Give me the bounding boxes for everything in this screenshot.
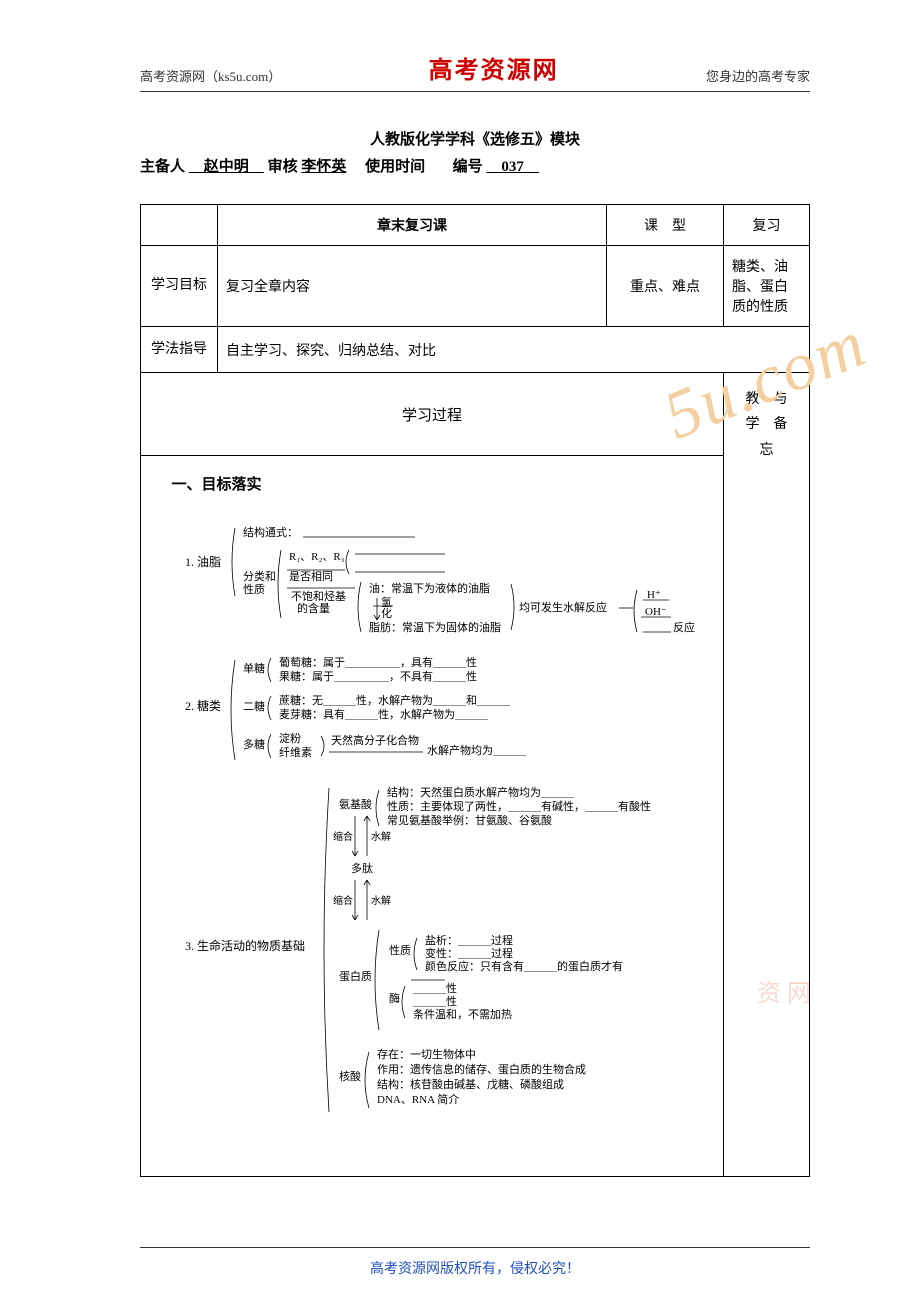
doc-title: 人教版化学学科《选修五》模块 bbox=[140, 128, 810, 149]
svg-text:蔗糖：无＿＿＿性，水解产物为＿＿＿和＿＿＿: 蔗糖：无＿＿＿性，水解产物为＿＿＿和＿＿＿ bbox=[279, 693, 510, 707]
svg-text:天然高分子化合物: 天然高分子化合物 bbox=[331, 733, 419, 747]
svg-text:结构：天然蛋白质水解产物均为＿＿＿: 结构：天然蛋白质水解产物均为＿＿＿ bbox=[387, 785, 574, 799]
svg-text:条件温和，不需加热: 条件温和，不需加热 bbox=[413, 1007, 512, 1021]
process-label: 学习过程 bbox=[402, 408, 462, 424]
page-header: 高考资源网（ks5u.com） 高考资源网 您身边的高考专家 bbox=[140, 50, 810, 92]
side-2: 与 bbox=[774, 392, 788, 407]
label-prep: 主备人 bbox=[140, 159, 185, 175]
svg-text:颜色反应：只有含有＿＿＿的蛋白质才有: 颜色反应：只有含有＿＿＿的蛋白质才有 bbox=[425, 959, 623, 973]
svg-text:3. 生命活动的物质基础: 3. 生命活动的物质基础 bbox=[185, 938, 305, 953]
svg-text:多肽: 多肽 bbox=[351, 861, 373, 875]
svg-text:多糖: 多糖 bbox=[243, 737, 265, 751]
svg-text:的含量: 的含量 bbox=[297, 601, 330, 615]
svg-text:酶: 酶 bbox=[389, 992, 400, 1005]
svg-text:反应: 反应 bbox=[673, 620, 695, 634]
cell-process: 学习过程 bbox=[141, 373, 724, 456]
svg-text:是否相同: 是否相同 bbox=[289, 570, 333, 583]
cell-r2c2: 复习全章内容 bbox=[218, 246, 607, 327]
val-no: 037 bbox=[486, 155, 539, 176]
svg-text:结构通式：: 结构通式： bbox=[243, 525, 298, 539]
svg-text:性质: 性质 bbox=[243, 582, 265, 596]
cell-r2c3: 重点、难点 bbox=[607, 246, 724, 327]
label-review: 审核 bbox=[268, 159, 298, 175]
svg-text:作用：遗传信息的储存、蛋白质的生物合成: 作用：遗传信息的储存、蛋白质的生物合成 bbox=[377, 1062, 586, 1076]
label-time: 使用时间 bbox=[365, 159, 425, 175]
cell-r1c3: 课 型 bbox=[607, 205, 724, 246]
svg-text:R₁、R₂、R₃: R₁、R₂、R₃ bbox=[289, 551, 345, 563]
meta-line: 主备人 赵中明 审核 李怀英 使用时间 编号 037 bbox=[140, 155, 810, 176]
svg-text:性质：主要体现了两性，＿＿＿有碱性，＿＿＿有酸性: 性质：主要体现了两性，＿＿＿有碱性，＿＿＿有酸性 bbox=[387, 799, 651, 813]
cell-r1c2: 章末复习课 bbox=[218, 205, 607, 246]
header-right: 您身边的高考专家 bbox=[706, 66, 810, 85]
cell-r1c4: 复习 bbox=[724, 205, 810, 246]
svg-text:核酸: 核酸 bbox=[339, 1069, 361, 1083]
svg-text:果糖：属于＿＿＿＿＿，不具有＿＿＿性: 果糖：属于＿＿＿＿＿，不具有＿＿＿性 bbox=[279, 669, 477, 683]
svg-text:结构：核苷酸由碱基、戊糖、磷酸组成: 结构：核苷酸由碱基、戊糖、磷酸组成 bbox=[377, 1077, 564, 1091]
svg-text:＿＿＿性: ＿＿＿性 bbox=[413, 981, 457, 995]
svg-text:DNA、RNA 简介: DNA、RNA 简介 bbox=[377, 1092, 459, 1106]
svg-text:常见氨基酸举例：甘氨酸、谷氨酸: 常见氨基酸举例：甘氨酸、谷氨酸 bbox=[387, 813, 552, 827]
n1-label: 1. 油脂 bbox=[185, 554, 221, 569]
page: 高考资源网（ks5u.com） 高考资源网 您身边的高考专家 人教版化学学科《选… bbox=[0, 0, 920, 1308]
page-footer: 高考资源网版权所有，侵权必究！ bbox=[140, 1247, 810, 1278]
svg-text:脂肪：常温下为固体的油脂: 脂肪：常温下为固体的油脂 bbox=[369, 620, 501, 634]
label-no: 编号 bbox=[453, 159, 483, 175]
lesson-table: 章末复习课 课 型 复习 学习目标 复习全章内容 重点、难点 糖类、油脂、蛋白质… bbox=[140, 204, 810, 1177]
side-1: 教 bbox=[746, 392, 760, 407]
svg-text:盐析：＿＿＿过程: 盐析：＿＿＿过程 bbox=[425, 933, 513, 947]
svg-text:葡萄糖：属于＿＿＿＿＿，具有＿＿＿性: 葡萄糖：属于＿＿＿＿＿，具有＿＿＿性 bbox=[279, 655, 477, 669]
svg-text:淀粉: 淀粉 bbox=[279, 731, 301, 745]
side-5: 忘 bbox=[760, 443, 774, 458]
header-left: 高考资源网（ks5u.com） bbox=[140, 66, 281, 85]
side-3: 学 bbox=[746, 417, 760, 432]
svg-text:蛋白质: 蛋白质 bbox=[339, 969, 372, 983]
cell-r2c4: 糖类、油脂、蛋白质的性质 bbox=[724, 246, 810, 327]
svg-text:水解产物均为＿＿＿: 水解产物均为＿＿＿ bbox=[427, 743, 526, 757]
svg-text:单糖: 单糖 bbox=[243, 661, 265, 675]
svg-text:麦芽糖：具有＿＿＿性，水解产物为＿＿＿: 麦芽糖：具有＿＿＿性，水解产物为＿＿＿ bbox=[279, 707, 488, 721]
side-4: 备 bbox=[774, 417, 788, 432]
svg-text:变性：＿＿＿过程: 变性：＿＿＿过程 bbox=[425, 946, 513, 960]
svg-text:纤维素: 纤维素 bbox=[279, 746, 312, 759]
svg-text:＿＿＿性: ＿＿＿性 bbox=[413, 994, 457, 1008]
svg-text:存在：一切生物体中: 存在：一切生物体中 bbox=[377, 1047, 476, 1061]
cell-r2c1: 学习目标 bbox=[141, 246, 218, 327]
svg-text:水解: 水解 bbox=[371, 830, 391, 843]
svg-text:2. 糖类: 2. 糖类 bbox=[185, 698, 221, 713]
svg-text:氨基酸: 氨基酸 bbox=[339, 797, 372, 811]
svg-text:化: 化 bbox=[381, 606, 392, 620]
svg-text:H⁺: H⁺ bbox=[647, 589, 661, 601]
svg-text:缩合: 缩合 bbox=[333, 894, 353, 907]
svg-text:油：常温下为液体的油脂: 油：常温下为液体的油脂 bbox=[369, 581, 490, 595]
val-prep: 赵中明 bbox=[189, 155, 264, 176]
section-1-head: 一、目标落实 bbox=[149, 473, 715, 494]
svg-text:不饱和烃基: 不饱和烃基 bbox=[291, 589, 346, 603]
svg-text:缩合: 缩合 bbox=[333, 830, 353, 843]
watermark-side: 资 网 bbox=[757, 973, 811, 1016]
svg-text:二糖: 二糖 bbox=[243, 699, 265, 713]
cell-r3c1: 学法指导 bbox=[141, 327, 218, 373]
svg-text:水解: 水解 bbox=[371, 894, 391, 907]
svg-text:性质: 性质 bbox=[389, 943, 411, 957]
content-cell: 一、目标落实 .t { font-family: "SimSun", serif… bbox=[141, 456, 724, 1177]
concept-diagram: .t { font-family: "SimSun", serif; font-… bbox=[155, 500, 715, 1160]
svg-text:均可发生水解反应: 均可发生水解反应 bbox=[519, 600, 607, 614]
header-logo-text: 高考资源网 bbox=[429, 50, 559, 85]
svg-text:OH⁻: OH⁻ bbox=[645, 606, 667, 618]
val-review: 李怀英 bbox=[301, 155, 346, 176]
svg-text:氢: 氢 bbox=[381, 595, 392, 609]
svg-text:分类和: 分类和 bbox=[243, 569, 276, 583]
side-notes-col: 教 与 学 备 忘 资 网 bbox=[724, 373, 810, 1177]
cell-r3c2: 自主学习、探究、归纳总结、对比 bbox=[218, 327, 810, 373]
cell-r1c1 bbox=[141, 205, 218, 246]
